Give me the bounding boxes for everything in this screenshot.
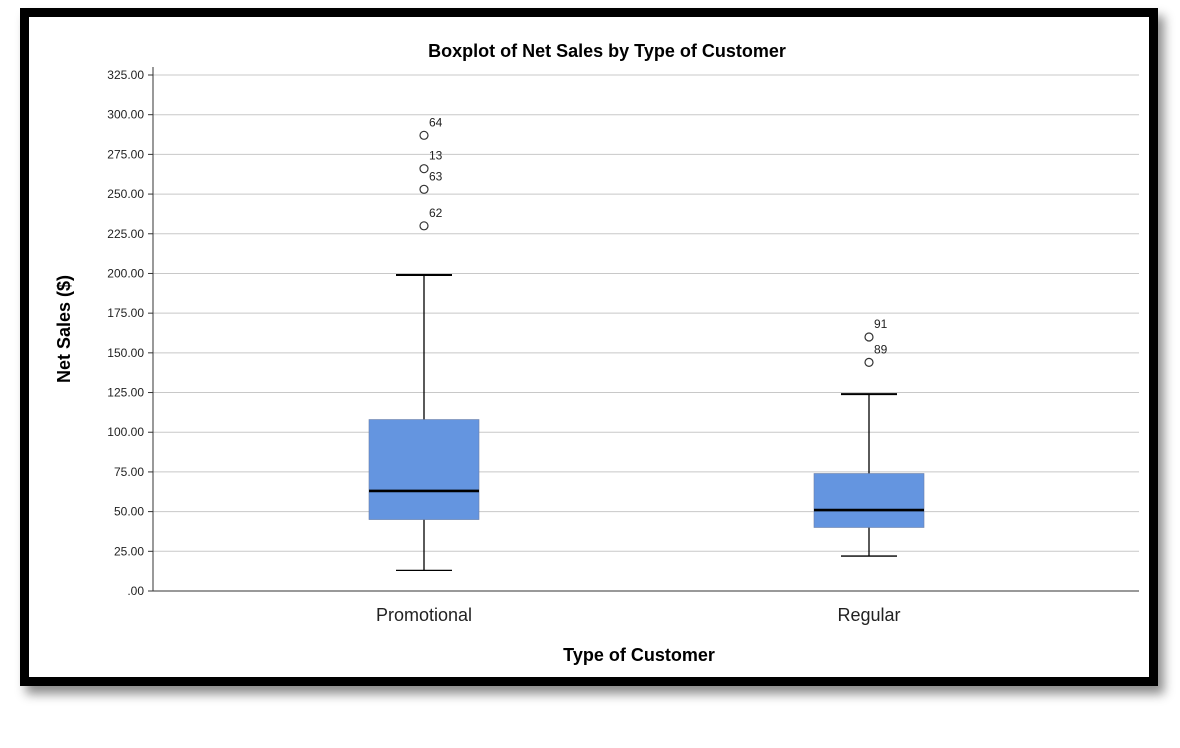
x-axis-title: Type of Customer (563, 645, 715, 665)
y-tick-label: 325.00 (107, 68, 144, 82)
y-tick-label: 50.00 (114, 505, 144, 519)
outlier-point (419, 164, 429, 174)
y-axis-title: Net Sales ($) (54, 275, 74, 383)
iqr-box (368, 419, 480, 520)
outlier-label: 63 (429, 169, 443, 183)
y-tick-label: 75.00 (114, 465, 144, 479)
x-category-label: Promotional (376, 605, 472, 625)
y-tick-label: 125.00 (107, 386, 144, 400)
y-tick-label: 175.00 (107, 306, 144, 320)
outlier-label: 89 (874, 342, 888, 356)
outlier-point (419, 130, 429, 140)
boxes: 64 13 63 62 91 89 (368, 115, 925, 572)
outlier-label: 64 (429, 115, 443, 129)
y-tick-label: 275.00 (107, 147, 144, 161)
outlier-point (864, 332, 874, 342)
y-tick-label: 300.00 (107, 108, 144, 122)
box-regular: 91 89 (813, 317, 925, 557)
chart-frame: .00 25.00 50.00 75.00 100.00 125.00 150.00 175.… (20, 8, 1158, 686)
grid-lines (153, 74, 1139, 552)
iqr-box (813, 473, 925, 528)
outlier-label: 13 (429, 149, 443, 163)
outlier-point (419, 184, 429, 194)
y-tick-label: 150.00 (107, 346, 144, 360)
chart-title: Boxplot of Net Sales by Type of Customer (428, 41, 786, 61)
outlier-point (864, 357, 874, 367)
y-tick-label: 250.00 (107, 187, 144, 201)
boxplot-chart: .00 25.00 50.00 75.00 100.00 125.00 150.00 175.… (54, 41, 1139, 665)
y-tick-label: 25.00 (114, 544, 144, 558)
box-promotional: 64 13 63 62 (368, 115, 480, 572)
y-tick-label: 200.00 (107, 266, 144, 280)
y-tick-label: .00 (127, 584, 144, 598)
x-category-label: Regular (837, 605, 900, 625)
outlier-label: 91 (874, 317, 888, 331)
y-tick-label: 225.00 (107, 227, 144, 241)
axes: .00 25.00 50.00 75.00 100.00 125.00 150.00 175.… (107, 67, 1139, 625)
y-tick-label: 100.00 (107, 425, 144, 439)
outlier-point (419, 221, 429, 231)
outlier-label: 62 (429, 206, 443, 220)
